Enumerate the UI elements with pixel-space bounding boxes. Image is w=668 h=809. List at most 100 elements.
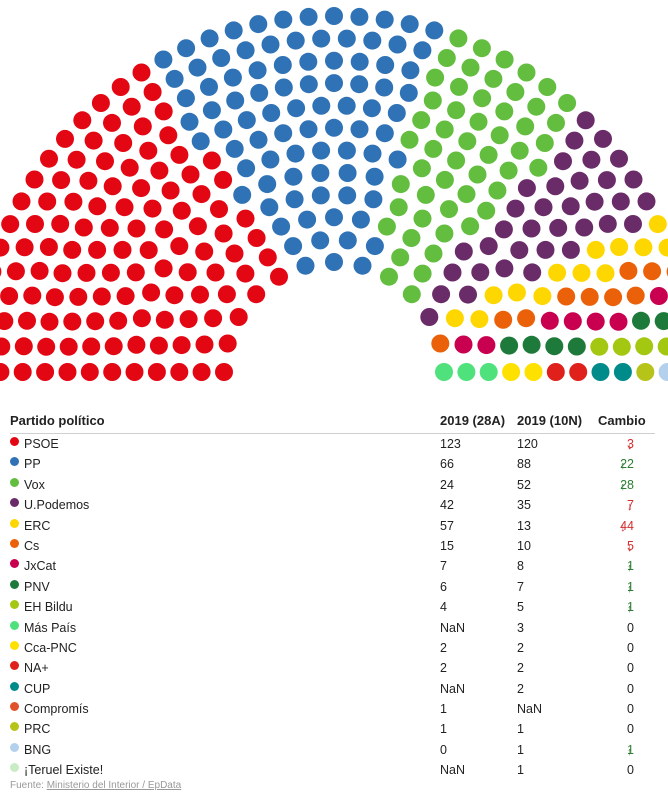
seat-dot (494, 220, 513, 239)
seat-dot (218, 334, 237, 353)
seat-dot (312, 96, 331, 115)
table-row: Compromís 1 NaN 0 (10, 699, 655, 719)
table-row: ¡Teruel Existe! NaN 1 0 (10, 760, 655, 780)
seat-dot (416, 185, 435, 204)
seat-dot (412, 159, 431, 178)
seat-dot (454, 335, 473, 354)
seat-dot (274, 124, 293, 143)
party-name: Cs (24, 538, 40, 553)
arrow-up-icon: ↑ (627, 603, 633, 616)
source-prefix: Fuente: (10, 780, 47, 791)
seat-dot (523, 263, 542, 282)
seat-dot (0, 287, 19, 305)
seat-dot (170, 363, 189, 381)
seat-dot (115, 198, 134, 217)
seat-dot (0, 363, 10, 381)
seats-28a: 2 (440, 661, 447, 676)
seat-dot (461, 217, 480, 236)
seat-dot (558, 94, 577, 112)
seat-dot (517, 179, 536, 198)
seat-dot (273, 56, 292, 74)
seat-dot (103, 113, 121, 132)
seat-dot (437, 49, 456, 67)
seat-dot (88, 240, 107, 259)
seats-28a: NaN (440, 620, 466, 635)
seat-dot (325, 118, 343, 137)
seat-change: 0 (594, 621, 634, 635)
seats-28a: 7 (440, 559, 447, 574)
seat-dot (92, 287, 111, 306)
seat-dot (58, 363, 77, 381)
seat-dot (116, 287, 135, 306)
seat-dot (477, 201, 496, 220)
seat-dot (447, 101, 466, 120)
seat-dot (516, 117, 535, 136)
seat-dot (626, 286, 645, 305)
seat-change-value: 0 (627, 681, 634, 696)
seat-dot (472, 39, 491, 58)
seat-change-value: 5 (627, 538, 634, 553)
seat-change-value: 0 (627, 661, 634, 676)
seat-dot (125, 363, 144, 381)
seats-10n: 5 (517, 600, 524, 615)
seat-dot (454, 242, 473, 261)
seat-dot (236, 209, 255, 228)
seat-change: 0 (594, 641, 634, 655)
seat-dot (177, 39, 196, 58)
seat-dot (159, 126, 178, 145)
seat-dot (351, 210, 370, 229)
seat-dot (311, 186, 330, 205)
seat-dot (155, 310, 174, 329)
seat-dot (533, 287, 552, 306)
seat-dot (484, 286, 503, 305)
seat-dot (598, 214, 617, 233)
seat-dot (658, 363, 668, 381)
seat-dot (224, 21, 243, 40)
seat-dot (399, 83, 418, 102)
party-color-dot (10, 763, 19, 773)
seat-dot (391, 175, 410, 194)
seat-change: 0 (594, 682, 634, 696)
party-name: PP (24, 457, 41, 472)
seat-dot (80, 363, 99, 381)
seat-dot (88, 197, 107, 216)
seat-change: ↓ 7 (594, 498, 634, 514)
seat-dot (247, 285, 266, 304)
seat-dot (181, 165, 200, 184)
seats-10n: 2 (517, 640, 524, 655)
seat-dot (236, 41, 255, 60)
seat-dot (388, 35, 407, 54)
seat-dot (494, 310, 513, 329)
seat-dot (0, 238, 10, 257)
seat-dot (401, 61, 420, 80)
seat-dot (165, 69, 184, 88)
seat-dot (132, 179, 151, 198)
seat-dot (200, 29, 219, 48)
seat-dot (534, 198, 553, 217)
seat-dot (479, 363, 498, 381)
seat-dot (103, 363, 122, 381)
seat-dot (388, 150, 407, 169)
seat-dot (561, 197, 580, 216)
party-color-dot (10, 518, 19, 528)
seat-dot (402, 229, 421, 247)
seat-dot (575, 218, 594, 237)
seats-28a: 1 (440, 722, 447, 737)
seat-dot (191, 285, 209, 304)
seat-dot (632, 311, 650, 330)
seat-dot (18, 311, 36, 330)
seat-dot (142, 283, 161, 302)
seat-dot (82, 337, 101, 356)
seats-28a: 123 (440, 437, 461, 451)
seat-dot (413, 41, 432, 60)
arrow-down-icon: ↓ (627, 440, 633, 452)
seat-change: 0 (594, 763, 634, 777)
party-name: JxCat (24, 559, 56, 574)
seat-change: 0 (594, 661, 634, 675)
table-header: Partido político 2019 (28A) 2019 (10N) C… (10, 408, 655, 434)
source-link[interactable]: Ministerio del Interior / EpData (46, 780, 182, 791)
arrow-down-icon: ↓ (627, 501, 633, 514)
party-name: PRC (24, 722, 51, 737)
seat-dot (471, 263, 490, 282)
seat-dot (0, 266, 2, 277)
